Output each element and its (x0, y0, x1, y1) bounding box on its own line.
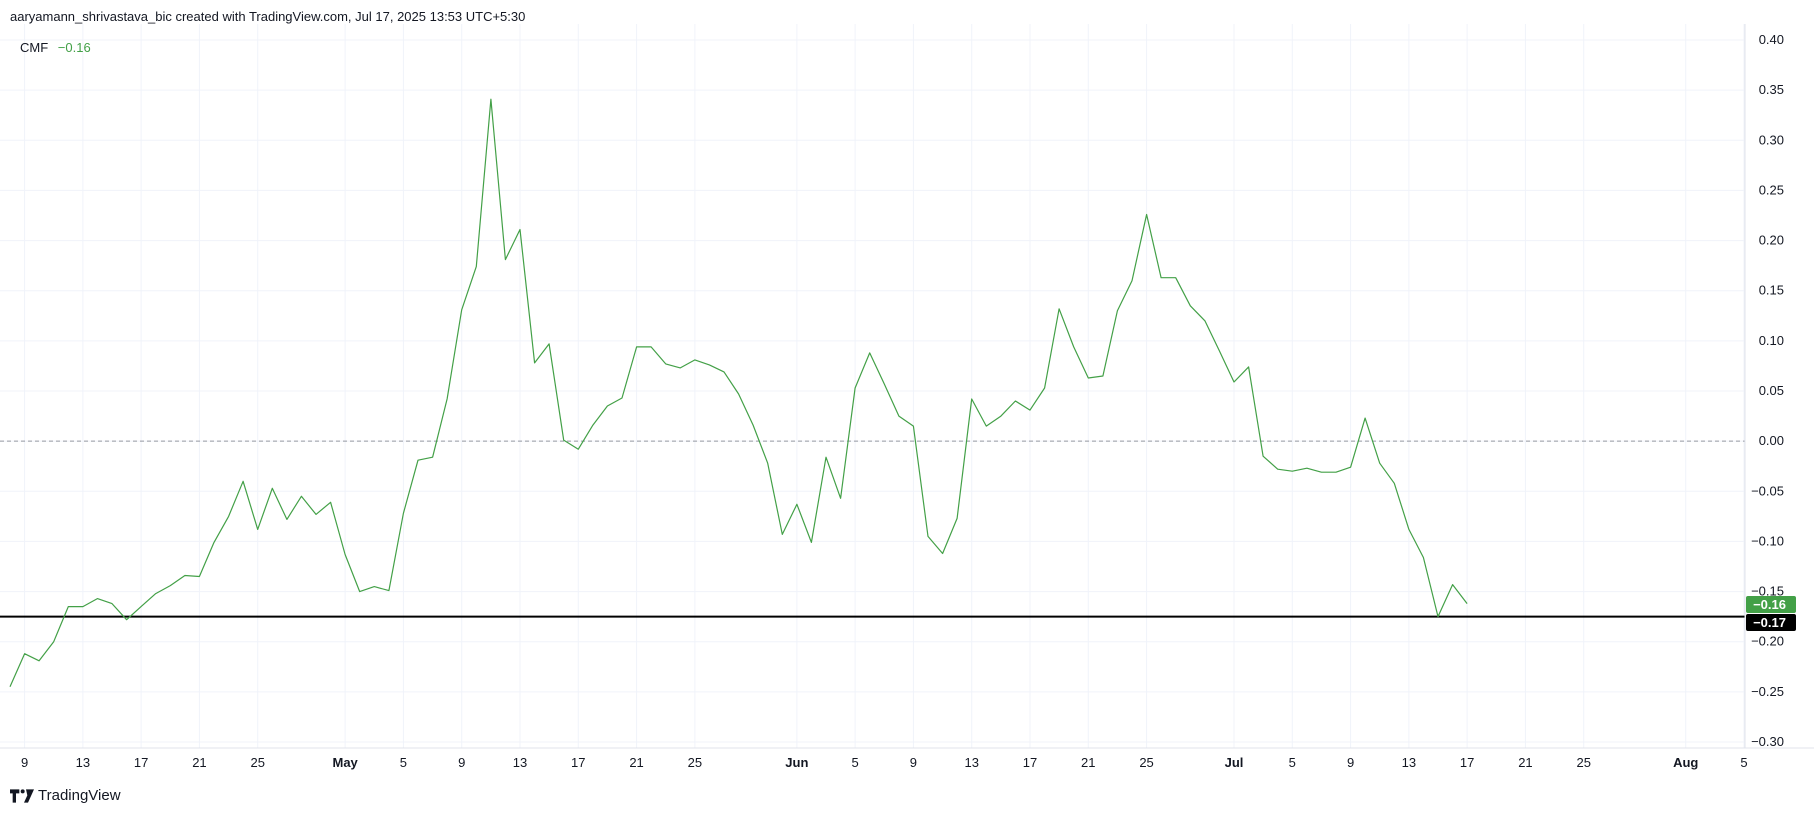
indicator-name: CMF (20, 40, 49, 55)
current-value-badge: −0.16 (1746, 596, 1796, 613)
y-tick-label: 0.10 (1759, 333, 1784, 348)
y-tick-label: −0.20 (1751, 634, 1784, 649)
y-tick-label: −0.30 (1751, 734, 1784, 749)
tradingview-logo-text: TradingView (38, 787, 121, 804)
y-tick-label: −0.05 (1751, 483, 1784, 498)
x-tick-label: May (332, 755, 358, 770)
y-tick-label: 0.00 (1759, 433, 1784, 448)
x-tick-label: 13 (513, 755, 527, 770)
x-tick-label: 5 (400, 755, 407, 770)
x-tick-label: 17 (1023, 755, 1037, 770)
y-tick-label: 0.15 (1759, 283, 1784, 298)
x-tick-label: Jun (785, 755, 808, 770)
badge-label: −0.16 (1753, 597, 1786, 612)
price-axis[interactable]: 0.40 0.35 0.30 0.25 0.20 0.15 0.10 0.05 0.00 −0.0… (1751, 32, 1784, 749)
x-tick-label: Jul (1225, 755, 1244, 770)
badge-bg (1746, 614, 1796, 631)
x-tick-label: 21 (192, 755, 206, 770)
y-tick-label: 0.30 (1759, 132, 1784, 147)
x-tick-label: 13 (1402, 755, 1416, 770)
x-tick-label: 9 (1347, 755, 1354, 770)
x-tick-label: 9 (458, 755, 465, 770)
price-badges: −0.16 −0.17 (1746, 596, 1796, 631)
x-tick-label: 9 (910, 755, 917, 770)
x-tick-label: 17 (1460, 755, 1474, 770)
x-tick-label: 5 (1289, 755, 1296, 770)
cmf-data-points (9, 99, 1468, 687)
x-tick-label: 21 (629, 755, 643, 770)
y-tick-label: −0.15 (1751, 584, 1784, 599)
y-tick-label: 0.25 (1759, 182, 1784, 197)
x-tick-label: 25 (688, 755, 702, 770)
badge-bg (1746, 596, 1796, 613)
y-tick-label: 0.40 (1759, 32, 1784, 47)
indicator-value: −0.16 (57, 40, 91, 55)
y-tick-label: 0.20 (1759, 233, 1784, 248)
cmf-series-line (9, 98, 1468, 688)
x-tick-label: 21 (1518, 755, 1532, 770)
support-value-badge: −0.17 (1746, 614, 1796, 631)
indicator-legend[interactable]: CMF −0.16 (20, 40, 91, 55)
x-tick-label: 17 (134, 755, 148, 770)
y-tick-label: −0.10 (1751, 533, 1784, 548)
x-tick-label: 13 (964, 755, 978, 770)
x-tick-label: Aug (1673, 755, 1698, 770)
tradingview-logo[interactable]: TradingView (10, 787, 121, 804)
badge-label: −0.17 (1753, 615, 1786, 630)
x-tick-label: 17 (571, 755, 585, 770)
y-tick-label: 0.05 (1759, 383, 1784, 398)
grid (0, 24, 1745, 748)
x-tick-label: 25 (1139, 755, 1153, 770)
x-tick-label: 9 (21, 755, 28, 770)
tradingview-logo-icon (10, 788, 34, 803)
x-tick-label: 21 (1081, 755, 1095, 770)
x-tick-label: 5 (1740, 755, 1747, 770)
time-axis[interactable]: 9 13 17 21 25 May 5 9 13 17 21 25 Jun 5 9 13 17 21 25 Jul 5 9… (21, 755, 1748, 770)
y-tick-label: −0.25 (1751, 684, 1784, 699)
x-tick-label: 25 (1576, 755, 1590, 770)
x-tick-label: 25 (250, 755, 264, 770)
x-tick-label: 13 (76, 755, 90, 770)
chart-caption: aaryamann_shrivastava_bic created with T… (10, 9, 526, 24)
x-tick-label: 5 (852, 755, 859, 770)
y-tick-label: 0.35 (1759, 82, 1784, 97)
